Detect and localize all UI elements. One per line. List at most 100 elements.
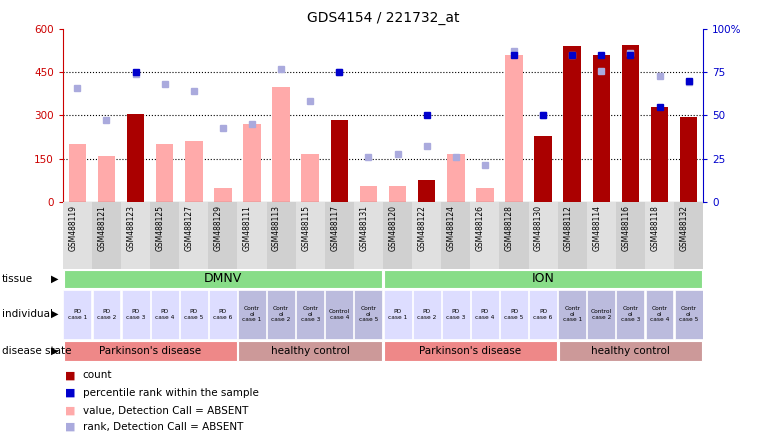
Bar (651, 107, 668, 202)
Text: Contr
ol
case 2: Contr ol case 2 (271, 306, 291, 322)
Text: healthy control: healthy control (591, 346, 669, 356)
Bar (587, 202, 616, 269)
Text: PD
case 4: PD case 4 (155, 309, 175, 320)
Bar (646, 289, 673, 339)
Text: GSM488115: GSM488115 (301, 205, 310, 251)
Text: GSM488119: GSM488119 (68, 205, 77, 251)
Text: GSM488129: GSM488129 (214, 205, 223, 251)
Bar (360, 186, 377, 202)
Text: PD
case 3: PD case 3 (126, 309, 146, 320)
Text: PD
case 5: PD case 5 (184, 309, 204, 320)
Text: GSM488128: GSM488128 (505, 205, 514, 251)
Text: value, Detection Call = ABSENT: value, Detection Call = ABSENT (83, 406, 248, 416)
Text: ION: ION (532, 272, 555, 285)
Text: ■: ■ (65, 370, 76, 380)
Bar (209, 289, 237, 339)
Text: GSM488123: GSM488123 (126, 205, 136, 251)
Bar (179, 202, 208, 269)
Bar (238, 341, 382, 361)
Bar (384, 341, 557, 361)
Bar (674, 202, 703, 269)
Text: Contr
ol
case 1: Contr ol case 1 (562, 306, 582, 322)
Bar (64, 341, 237, 361)
Text: rank, Detection Call = ABSENT: rank, Detection Call = ABSENT (83, 422, 243, 432)
Bar (413, 289, 440, 339)
Text: Control
case 4: Control case 4 (329, 309, 350, 320)
Bar (529, 202, 558, 269)
Text: GSM488112: GSM488112 (563, 205, 572, 251)
Bar (296, 202, 325, 269)
Bar (180, 289, 208, 339)
Bar (92, 202, 121, 269)
Text: PD
case 2: PD case 2 (417, 309, 437, 320)
Bar (418, 180, 435, 202)
Bar (185, 141, 202, 202)
Bar (238, 289, 266, 339)
Text: PD
case 4: PD case 4 (475, 309, 495, 320)
Text: Parkinson's disease: Parkinson's disease (99, 346, 201, 356)
Bar (506, 55, 522, 202)
Bar (331, 120, 348, 202)
Bar (384, 289, 411, 339)
Bar (412, 202, 441, 269)
Bar (156, 144, 173, 202)
Bar (302, 155, 319, 202)
Bar (237, 202, 267, 269)
Bar (564, 46, 581, 202)
Text: ▶: ▶ (51, 346, 59, 356)
Text: GDS4154 / 221732_at: GDS4154 / 221732_at (306, 11, 460, 25)
Bar (98, 156, 115, 202)
Text: GSM488125: GSM488125 (155, 205, 165, 251)
Bar (93, 289, 120, 339)
Bar (64, 289, 91, 339)
Bar (69, 144, 86, 202)
Bar (355, 289, 382, 339)
Text: GSM488126: GSM488126 (476, 205, 485, 251)
Text: Contr
ol
case 5: Contr ol case 5 (679, 306, 699, 322)
Bar (476, 187, 493, 202)
Bar (273, 87, 290, 202)
Bar (617, 289, 644, 339)
Text: ▶: ▶ (51, 274, 59, 284)
Text: ■: ■ (65, 406, 76, 416)
Text: tissue: tissue (2, 274, 33, 284)
Bar (593, 72, 610, 202)
Text: GSM488122: GSM488122 (417, 205, 427, 251)
Bar (471, 289, 499, 339)
Text: GSM488131: GSM488131 (359, 205, 368, 251)
Bar (325, 202, 354, 269)
Text: PD
case 2: PD case 2 (97, 309, 116, 320)
Bar (616, 202, 645, 269)
Bar (267, 202, 296, 269)
Text: PD
case 6: PD case 6 (213, 309, 233, 320)
Bar (535, 136, 552, 202)
Bar (529, 289, 557, 339)
Bar (63, 202, 92, 269)
Bar (645, 202, 674, 269)
Text: ▶: ▶ (51, 309, 59, 319)
Bar (499, 202, 529, 269)
Bar (384, 270, 702, 288)
Bar (558, 202, 587, 269)
Text: individual: individual (2, 309, 53, 319)
Text: percentile rank within the sample: percentile rank within the sample (83, 388, 259, 398)
Bar (588, 289, 615, 339)
Bar (267, 289, 295, 339)
Bar (470, 202, 499, 269)
Bar (442, 289, 470, 339)
Text: GSM488130: GSM488130 (534, 205, 543, 251)
Bar (622, 45, 639, 202)
Bar (121, 202, 150, 269)
Text: GSM488114: GSM488114 (592, 205, 601, 251)
Text: GSM488116: GSM488116 (621, 205, 630, 251)
Bar (500, 289, 528, 339)
Text: GSM488127: GSM488127 (185, 205, 194, 251)
Bar (122, 289, 149, 339)
Text: DMNV: DMNV (204, 272, 242, 285)
Bar (389, 186, 406, 202)
Bar (558, 341, 702, 361)
Text: PD
case 1: PD case 1 (67, 309, 87, 320)
Text: PD
case 5: PD case 5 (504, 309, 524, 320)
Text: GSM488121: GSM488121 (97, 205, 106, 251)
Text: GSM488118: GSM488118 (650, 205, 660, 251)
